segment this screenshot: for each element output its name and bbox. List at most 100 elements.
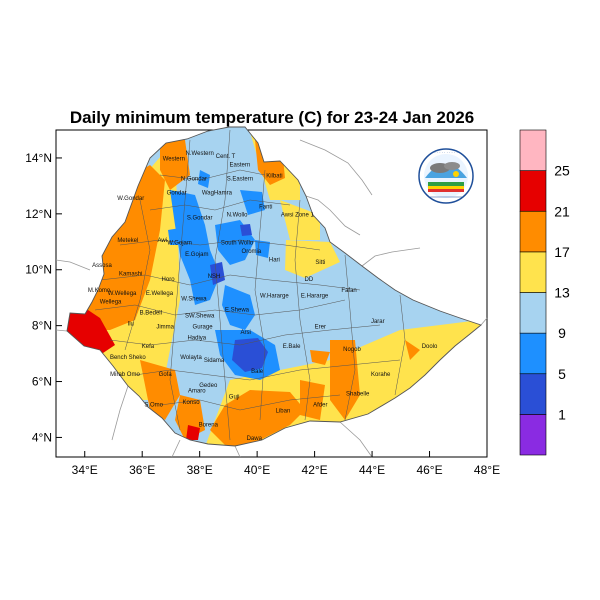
zone-label: W.Gondar [117, 196, 144, 202]
zone-label: S.Gondar [187, 215, 213, 221]
zone-label: NSH [208, 274, 221, 280]
lat-tick-label: 12°N [25, 207, 52, 221]
colorbar-segment [519, 170, 547, 212]
zone-label: SW.Shewa [185, 313, 215, 319]
zone-label: Nogob [343, 347, 361, 353]
zone-label: Fafan [341, 288, 356, 294]
map-title: Daily minimum temperature (C) for 23-24 … [70, 108, 474, 127]
colorbar-segment [519, 251, 547, 293]
colorbar: 1 5 9 13 17 21 25 [519, 129, 570, 456]
zone-label: Fanti [259, 204, 272, 210]
longitude-axis: 34°E 36°E 38°E 40°E 42°E 44°E 46°E 48°E [72, 451, 500, 477]
zone-label: Sitti [315, 260, 325, 266]
zone-label: Bale [251, 369, 264, 375]
zone-label: South Wollo [221, 241, 254, 247]
zone-label: Liban [276, 408, 291, 414]
zone-label: M.Komo [88, 288, 111, 294]
zone-label: Wolayta [180, 355, 202, 361]
zone-label: WagHamra [202, 190, 233, 196]
zone-label: S.Eastern [227, 176, 253, 182]
lat-tick-label: 4°N [32, 430, 52, 444]
zone-label: Gurage [193, 324, 214, 330]
svg-text:· · · · · · · · · ·: · · · · · · · · · · [434, 150, 457, 155]
zone-label: E.Wellega [146, 291, 174, 297]
zone-label: Assosa [92, 263, 112, 269]
latitude-axis: 4°N 6°N 8°N 10°N 12°N 14°N [25, 151, 62, 444]
zone-label: Amaro [188, 389, 206, 395]
zone-label: Awsi Zone 1 [281, 213, 315, 219]
zone-label: W.Wellega [108, 291, 137, 297]
ethiopia-outline [66, 126, 482, 447]
colorbar-label: 5 [558, 366, 566, 382]
zone-label: Mirab Omo [110, 372, 140, 378]
colorbar-label: 1 [558, 406, 566, 422]
zone-label: DD [305, 277, 314, 283]
zone-label: Gofa [159, 372, 173, 378]
lon-tick-label: 34°E [72, 463, 98, 477]
colorbar-label: 25 [554, 163, 570, 179]
zone-label: Kilbati [266, 174, 282, 180]
zone-label: Arsi [240, 330, 250, 336]
lat-tick-label: 10°N [25, 263, 52, 277]
zone-label: Hadiya [187, 336, 206, 342]
zone-label: N.Gondar [181, 176, 207, 182]
zone-label: Sidama [204, 358, 225, 364]
colorbar-segment [519, 414, 547, 456]
colorbar-label: 21 [554, 203, 570, 219]
zone-label: Jarar [371, 319, 385, 325]
lat-tick-label: 8°N [32, 319, 52, 333]
zone-label: E.Shewa [225, 308, 250, 314]
zone-label: Konso [183, 400, 201, 406]
zone-label: Awi [158, 238, 168, 244]
lon-tick-label: 44°E [359, 463, 385, 477]
zone-label: E.Hararge [301, 294, 329, 300]
zone-label: Korahe [371, 372, 391, 378]
zone-label: W.Shewa [181, 296, 207, 302]
zone-label: Gondar [167, 190, 187, 196]
zone-label: Hari [269, 257, 280, 263]
zone-boundaries [94, 129, 406, 441]
lon-tick-label: 38°E [187, 463, 213, 477]
colorbar-segment [519, 373, 547, 415]
zone-label: N.Western [186, 151, 214, 157]
zone-label: Cent. T [216, 154, 236, 160]
zone-label: Wellega [100, 299, 122, 305]
zone-label: Gedeo [199, 383, 218, 389]
colorbar-label: 17 [554, 244, 570, 260]
zone-label: Dawa [247, 436, 263, 442]
lon-tick-label: 40°E [244, 463, 270, 477]
zone-label: W.Gojam [167, 241, 192, 247]
lat-tick-label: 6°N [32, 375, 52, 389]
colorbar-segment [519, 129, 547, 171]
zone-label: Jimma [156, 324, 174, 330]
zone-label: Kefa [142, 344, 155, 350]
colorbar-segment [519, 210, 547, 253]
zone-label: S.Omo [144, 403, 163, 409]
zone-label: N.Wollo [227, 213, 249, 219]
agency-logo: · · · · · · · · · · [418, 148, 474, 204]
zone-label: E.Gojam [185, 252, 208, 258]
zone-label: B.Bedell [140, 310, 162, 316]
lat-tick-label: 14°N [25, 151, 52, 165]
colorbar-segment [519, 332, 547, 375]
lon-tick-label: 36°E [129, 463, 155, 477]
zone-label: Doolo [422, 344, 438, 350]
zone-label: Afder [313, 403, 327, 409]
zone-label: Bench Sheko [110, 355, 146, 361]
zone-label: Borena [199, 422, 219, 428]
zone-label: Oromia [242, 249, 262, 255]
neighbor-borders [55, 139, 488, 458]
colorbar-label: 13 [554, 285, 570, 301]
zone-label: Metekel [117, 238, 138, 244]
zone-label: W.Hararge [260, 294, 289, 300]
lon-tick-label: 46°E [416, 463, 442, 477]
colorbar-label: 9 [558, 325, 566, 341]
lon-tick-label: 42°E [302, 463, 328, 477]
lon-tick-label: 48°E [474, 463, 500, 477]
zone-label: Ilu [128, 322, 134, 328]
zone-label: Horo [162, 277, 176, 283]
zone-label: Kamashi [119, 271, 142, 277]
zone-label: Erer [315, 324, 326, 330]
